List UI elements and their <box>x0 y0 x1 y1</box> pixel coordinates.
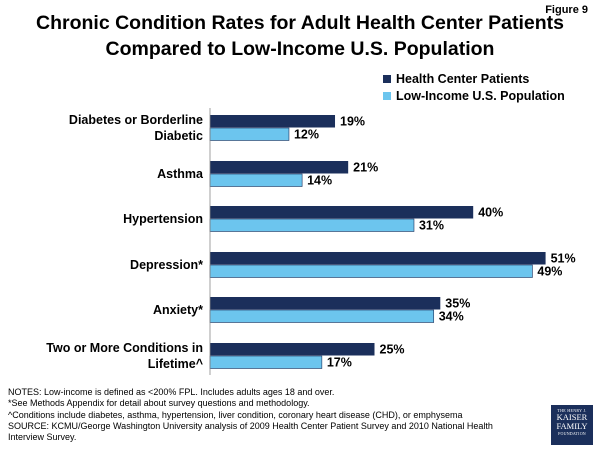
category-label: Two or More Conditions in Lifetime^ <box>46 341 203 371</box>
bar-low-income <box>209 309 435 323</box>
bar-value-label: 21% <box>353 161 378 175</box>
bar-value-label: 35% <box>445 297 470 311</box>
bar-value-label: 31% <box>419 219 444 233</box>
category-label: Asthma <box>157 167 204 181</box>
bar-value-label: 51% <box>551 252 576 266</box>
chart-title-line1: Chronic Condition Rates for Adult Health… <box>36 12 564 34</box>
bar-value-label: 49% <box>537 265 562 279</box>
bar-low-income <box>209 355 323 369</box>
footnotes: NOTES: Low-income is defined as <200% FP… <box>8 387 548 443</box>
chart-title: Chronic Condition Rates for Adult Health… <box>0 10 600 62</box>
bar-health-center <box>210 297 441 310</box>
bar-health-center <box>210 343 375 356</box>
bar-value-label: 17% <box>327 356 352 370</box>
bar-low-income <box>209 218 415 232</box>
bar-value-label: 40% <box>478 206 503 220</box>
bar-value-label: 34% <box>439 310 464 324</box>
category-label: Depression* <box>130 258 203 272</box>
legend-swatch-series1 <box>383 74 391 83</box>
bar-low-income <box>209 173 303 187</box>
category-label: Diabetes or Borderline Diabetic <box>69 113 203 143</box>
logo-line: FOUNDATION <box>558 431 586 436</box>
bar-low-income <box>209 264 533 278</box>
bar-chart: Diabetes or Borderline Diabetic 19% 12% Asth… <box>46 108 576 375</box>
legend-swatch-series2 <box>383 91 391 100</box>
bar-health-center <box>210 252 546 265</box>
legend-item-series1: Health Center Patients <box>383 70 565 87</box>
note-line: ^Conditions include diabetes, asthma, hy… <box>8 409 463 420</box>
bar-low-income <box>209 127 290 141</box>
legend: Health Center Patients Low-Income U.S. P… <box>383 70 565 104</box>
bar-health-center <box>210 206 474 219</box>
logo-line: THE HENRY J. <box>557 408 587 413</box>
legend-label-series2: Low-Income U.S. Population <box>396 88 565 103</box>
kaiser-logo: THE HENRY J. KAISER FAMILY FOUNDATION <box>551 405 593 445</box>
category-label: Anxiety* <box>153 303 203 317</box>
legend-item-series2: Low-Income U.S. Population <box>383 87 565 104</box>
figure-label: Figure 9 <box>545 4 588 16</box>
logo-line: FAMILY <box>556 421 588 431</box>
bar-value-label: 19% <box>340 115 365 129</box>
bar-value-label: 25% <box>380 343 405 357</box>
bar-value-label: 14% <box>307 174 332 188</box>
note-line: *See Methods Appendix for detail about s… <box>8 398 310 409</box>
logo-line: KAISER <box>556 412 588 422</box>
note-line: Interview Survey. <box>8 432 77 443</box>
category-label: Hypertension <box>123 212 203 226</box>
chart-title-line2: Compared to Low-Income U.S. Population <box>105 38 495 60</box>
legend-label-series1: Health Center Patients <box>396 71 530 86</box>
bar-health-center <box>210 115 336 128</box>
bar-value-label: 12% <box>294 128 319 142</box>
note-line: NOTES: Low-income is defined as <200% FP… <box>8 387 335 397</box>
note-line: SOURCE: KCMU/George Washington Universit… <box>8 420 493 431</box>
bar-health-center <box>210 161 349 174</box>
